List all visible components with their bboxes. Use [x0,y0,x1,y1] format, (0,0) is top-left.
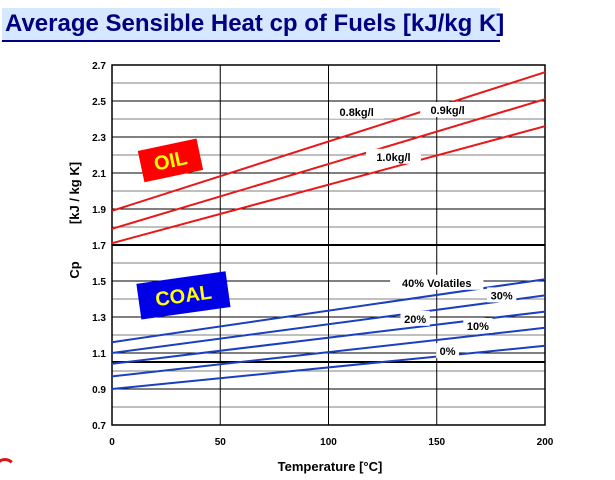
y-tick-label: 2.1 [92,169,106,180]
series-line-oil [111,71,546,212]
y-tick-label: 1.3 [92,313,106,324]
x-tick-label: 50 [215,437,227,448]
curve-label-bg [366,148,421,164]
curve-label: 1.0kg/l [376,152,410,164]
badge-coal: COAL [136,271,231,320]
y-tick-label: 1.7 [92,241,106,252]
curve-label: 30% [491,290,513,302]
curve-label: 20% [404,314,426,326]
y-tick-label: 1.5 [92,277,106,288]
group-badges: OIL COAL [136,138,231,320]
y-tick-label: 0.9 [92,385,106,396]
x-tick-label: 100 [320,437,337,448]
curve-label-bg [390,274,484,290]
y-tick-label: 1.1 [92,349,106,360]
series-line-oil [111,98,546,230]
curve-label: 0% [440,346,456,358]
curve-label-bg [329,103,385,119]
x-tick-label: 0 [109,437,115,448]
grid-lines [111,64,546,426]
x-tick-label: 200 [537,437,554,448]
series-line-coal [111,294,546,354]
tick-labels: 0 50 100 150 200 0.7 0.9 1.1 1.3 1.5 1.7 1.9 2.1 2.3 2… [92,61,554,448]
curve-label-bg [463,318,493,333]
badge-oil: OIL [137,138,204,183]
curve-label-bg [487,287,517,303]
x-axis-label: Temperature [°C] [278,459,383,474]
curve-label-bg [420,102,475,117]
y-tick-label: 0.7 [92,421,106,432]
y-tick-label: 2.5 [92,97,106,108]
badge-coal-bg [136,271,231,320]
curve-label: 0.8kg/l [340,107,374,119]
curve-label: 10% [467,321,489,333]
series-line-coal [111,344,546,390]
curve-labels: 0.8kg/l 0.9kg/l 1.0kg/l 40% Volatiles 30% 20%… [329,102,517,359]
curve-label-bg [436,343,459,359]
curve-label: 40% Volatiles [402,278,472,290]
y-tick-label: 1.9 [92,205,106,216]
y-tick-label: 2.7 [92,61,106,72]
badge-oil-bg [137,138,204,183]
corner-logo-icon [0,458,16,480]
y-axis-unit: [kJ / kg K] [67,162,82,224]
y-tick-label: 2.3 [92,133,106,144]
chart-title: Average Sensible Heat cp of Fuels [kJ/kg… [2,8,504,42]
curve-label: 0.9kg/l [430,105,464,117]
curve-label-bg [400,310,430,326]
y-axis-label: Cp [67,261,82,278]
series-line-oil [111,125,546,245]
x-tick-label: 150 [428,437,445,448]
plot-frame [111,64,546,426]
series-line-coal [111,326,546,378]
